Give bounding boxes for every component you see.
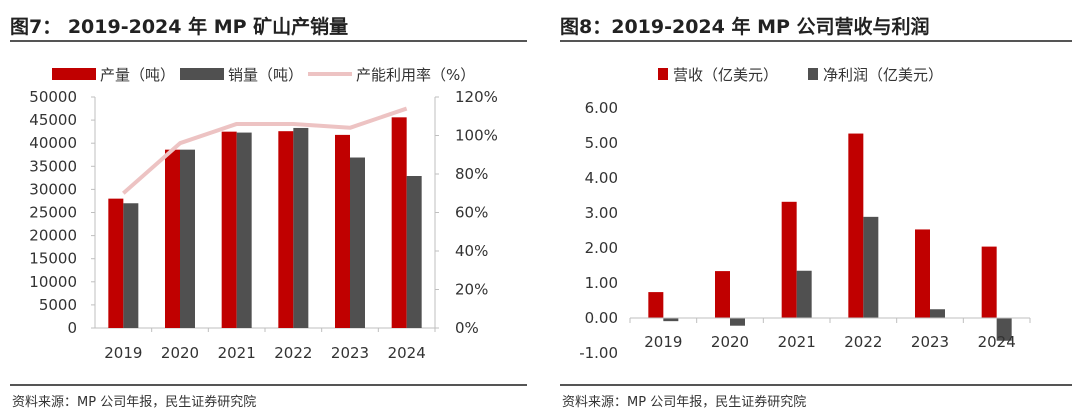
x-tick-label: 2022 bbox=[844, 333, 882, 351]
bar-revenue bbox=[915, 229, 930, 318]
y-tick-label: 2.00 bbox=[585, 239, 618, 257]
y-left-tick-label: 25000 bbox=[29, 204, 77, 222]
bar-sales bbox=[406, 176, 422, 328]
source-rule bbox=[10, 384, 527, 386]
y-tick-label: -1.00 bbox=[579, 344, 618, 362]
x-tick-label: 2023 bbox=[331, 344, 369, 362]
legend-label: 产量（吨） bbox=[100, 66, 175, 84]
legend-swatch bbox=[808, 68, 818, 80]
title-rule bbox=[560, 40, 1072, 42]
legend-swatch bbox=[52, 68, 96, 80]
chart-panel-production: 图7： 2019-2024 年 MP 矿山产销量 0 5000 10000 15000… bbox=[0, 0, 535, 419]
x-tick-label: 2021 bbox=[778, 333, 816, 351]
y-tick-label: 6.00 bbox=[585, 99, 618, 117]
bar-sales bbox=[180, 149, 195, 328]
x-tick-label: 2020 bbox=[161, 344, 199, 362]
source-rule bbox=[560, 384, 1072, 386]
title-rule bbox=[10, 40, 527, 42]
bar-sales bbox=[293, 127, 309, 328]
y-left-tick-label: 15000 bbox=[29, 250, 77, 268]
x-tick-label: 2019 bbox=[104, 344, 142, 362]
x-tick-label: 2023 bbox=[911, 333, 949, 351]
legend-label: 净利润（亿美元） bbox=[823, 66, 943, 84]
y-right-tick-label: 20% bbox=[455, 281, 488, 299]
y-left-tick-label: 40000 bbox=[29, 134, 77, 152]
x-tick-label: 2019 bbox=[644, 333, 682, 351]
x-tick-label: 2020 bbox=[711, 333, 749, 351]
y-right-tick-label: 120% bbox=[455, 88, 498, 106]
y-left-tick-label: 10000 bbox=[29, 273, 77, 291]
bar-net-profit bbox=[663, 318, 679, 322]
chart-title: 图8：2019-2024 年 MP 公司营收与利润 bbox=[560, 16, 930, 38]
legend-label: 销量（吨） bbox=[228, 66, 303, 84]
y-left-tick-label: 5000 bbox=[39, 296, 77, 314]
bar-revenue bbox=[848, 133, 864, 318]
bar-revenue bbox=[981, 246, 997, 318]
y-left-tick-label: 35000 bbox=[29, 157, 77, 175]
bar-net-profit bbox=[996, 318, 1012, 341]
bar-revenue bbox=[715, 271, 730, 318]
bar-net-profit bbox=[863, 216, 879, 318]
bar-net-profit bbox=[930, 309, 945, 318]
source-note: 资料来源：MP 公司年报，民生证券研究院 bbox=[562, 395, 807, 410]
y-right-tick-label: 60% bbox=[455, 204, 488, 222]
y-left-tick-label: 30000 bbox=[29, 180, 77, 198]
y-right-tick-label: 0% bbox=[455, 319, 479, 337]
revenue-profit-chart: -1.00 0.00 1.00 2.00 3.00 4.00 5.00 6.00 2019 202… bbox=[579, 66, 1031, 362]
y-left-tick-label: 45000 bbox=[29, 111, 77, 129]
bar-production bbox=[221, 131, 237, 328]
bar-net-profit bbox=[730, 318, 745, 326]
y-left-tick-label: 0 bbox=[67, 319, 77, 337]
x-tick-label: 2022 bbox=[274, 344, 312, 362]
x-tick-label: 2024 bbox=[388, 344, 426, 362]
y-tick-label: 5.00 bbox=[585, 134, 618, 152]
x-tick-label: 2024 bbox=[978, 333, 1016, 351]
bar-sales bbox=[123, 203, 139, 328]
y-tick-label: 1.00 bbox=[585, 274, 618, 292]
bar-production bbox=[108, 198, 124, 328]
bar-revenue bbox=[781, 201, 797, 318]
legend-swatch bbox=[180, 68, 224, 80]
line-utilization bbox=[122, 106, 408, 195]
y-tick-label: 4.00 bbox=[585, 169, 618, 187]
bar-production bbox=[335, 134, 350, 328]
legend-label: 营收（亿美元） bbox=[673, 66, 778, 84]
y-right-tick-label: 100% bbox=[455, 127, 498, 145]
y-tick-label: 0.00 bbox=[585, 309, 618, 327]
y-left-tick-label: 20000 bbox=[29, 227, 77, 245]
bar-net-profit bbox=[796, 270, 812, 318]
bar-production bbox=[165, 149, 180, 328]
chart-panel-revenue: 图8：2019-2024 年 MP 公司营收与利润 -1.00 0.00 1.00 2… bbox=[550, 0, 1080, 419]
bar-production bbox=[391, 117, 407, 328]
legend-label: 产能利用率（%） bbox=[356, 66, 475, 84]
bar-sales bbox=[350, 157, 365, 328]
chart-title: 图7： 2019-2024 年 MP 矿山产销量 bbox=[10, 16, 349, 38]
y-tick-label: 3.00 bbox=[585, 204, 618, 222]
legend-swatch bbox=[658, 68, 668, 80]
y-right-tick-label: 80% bbox=[455, 165, 488, 183]
y-left-tick-label: 50000 bbox=[29, 88, 77, 106]
production-sales-chart: 0 5000 10000 15000 20000 25000 30000 35000 40000… bbox=[29, 66, 498, 362]
bar-production bbox=[278, 131, 294, 328]
y-right-tick-label: 40% bbox=[455, 242, 488, 260]
bar-sales bbox=[236, 132, 252, 328]
bar-revenue bbox=[648, 292, 664, 318]
source-note: 资料来源：MP 公司年报，民生证券研究院 bbox=[12, 395, 257, 410]
x-tick-label: 2021 bbox=[218, 344, 256, 362]
